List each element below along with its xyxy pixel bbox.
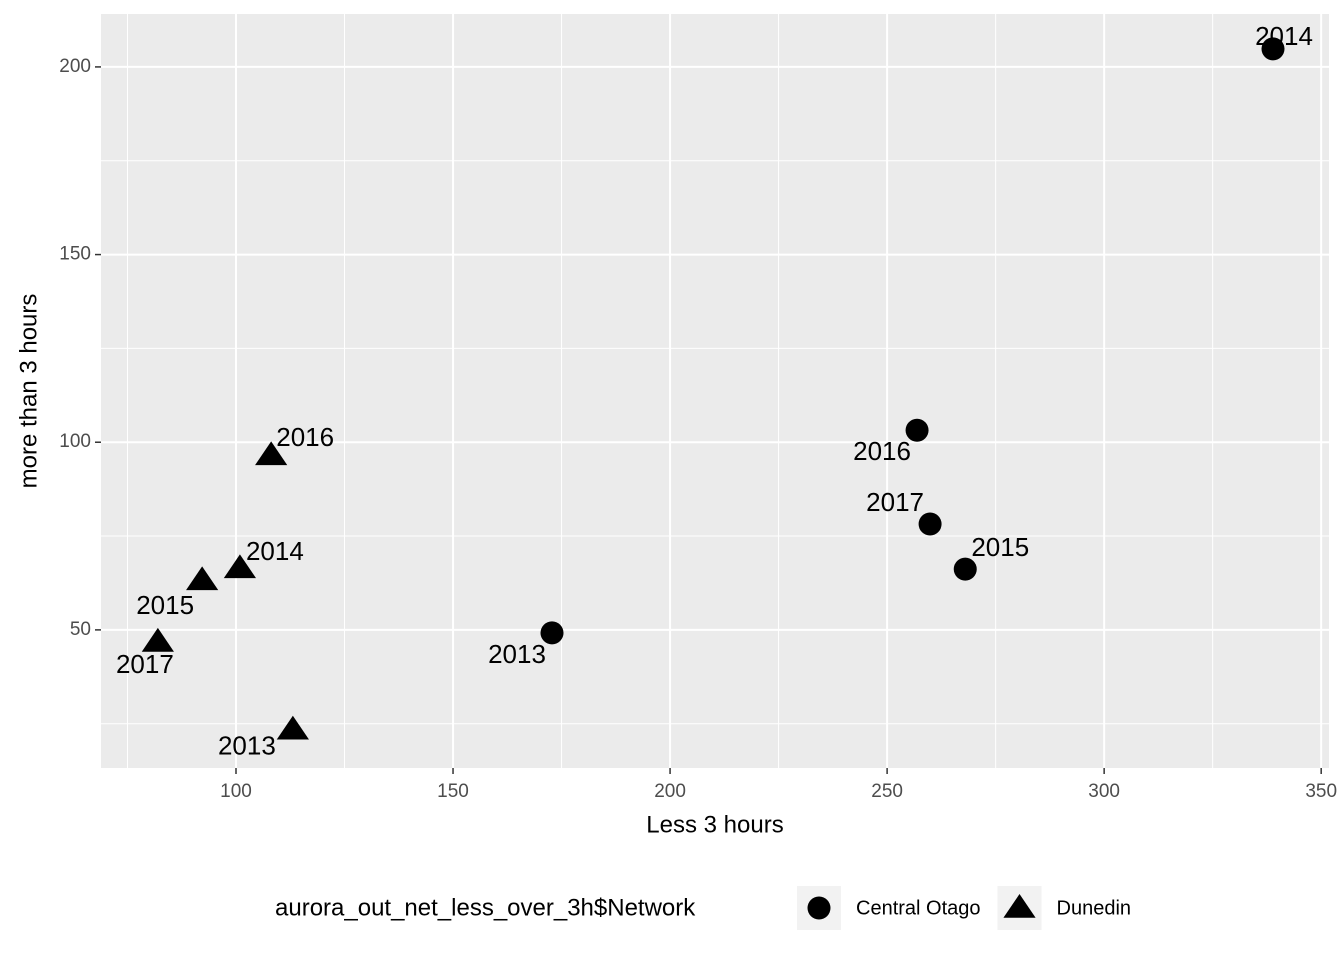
point-label: 2016	[853, 436, 911, 466]
circle-marker	[905, 418, 929, 442]
grid	[101, 14, 1329, 768]
y-tick-label: 200	[59, 56, 91, 77]
triangle-marker	[223, 554, 257, 579]
point-label: 2013	[488, 639, 546, 669]
marks: 2014 2016 2017 2015 2013 2016 2014 2015 2017 2013	[116, 21, 1313, 761]
circle-marker	[807, 896, 831, 920]
legend-label: Central Otago	[856, 897, 981, 919]
x-tick-label: 300	[1088, 781, 1120, 802]
y-tick-label: 50	[70, 619, 91, 640]
circle-marker	[918, 512, 942, 536]
point-label: 2017	[116, 649, 174, 679]
circle-marker	[540, 621, 564, 645]
point-label: 2013	[218, 731, 276, 761]
x-tick-label: 350	[1305, 781, 1337, 802]
point-label: 2015	[971, 532, 1029, 562]
legend: Central Otago Dunedin	[797, 886, 1131, 930]
x-axis-title: Less 3 hours	[646, 811, 783, 838]
triangle-marker	[1003, 894, 1036, 918]
y-tick-label: 150	[59, 244, 91, 265]
point-label: 2015	[136, 590, 194, 620]
legend-title: aurora_out_net_less_over_3h$Network	[275, 894, 696, 921]
point-label: 2014	[1255, 21, 1313, 51]
x-tick-label: 150	[437, 781, 469, 802]
triangle-marker	[186, 566, 219, 591]
x-tick-label: 250	[871, 781, 903, 802]
triangle-marker	[255, 441, 288, 466]
y-axis-title: more than 3 hours	[15, 294, 42, 489]
point-label: 2017	[866, 487, 924, 517]
circle-marker	[1261, 37, 1285, 61]
point-label: 2016	[276, 422, 334, 452]
panel	[101, 14, 1329, 768]
x-tick-label: 200	[654, 781, 686, 802]
y-tick-label: 100	[59, 431, 91, 452]
legend-label: Dunedin	[1057, 897, 1132, 919]
point-label: 2014	[246, 536, 304, 566]
circle-marker	[953, 557, 977, 581]
triangle-marker	[141, 627, 174, 652]
triangle-marker	[276, 715, 309, 740]
x-tick-label: 100	[220, 781, 252, 802]
